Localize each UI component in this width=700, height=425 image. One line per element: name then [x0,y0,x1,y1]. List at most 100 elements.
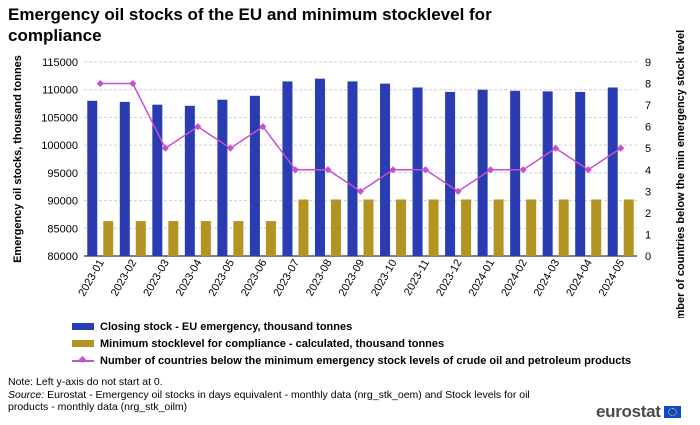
line-point-marker [519,166,527,174]
bar-minimum-stocklevel [396,199,407,256]
line-countries-below [100,82,622,193]
y-left-tick-label: 80000 [47,251,78,263]
x-tick-label: 2023-08 [304,258,335,299]
bar-closing-stock [607,87,618,256]
x-tick-label: 2024-04 [564,258,595,299]
bar-minimum-stocklevel [558,199,569,256]
bar-closing-stock [152,104,163,257]
y-left-tick-label: 110000 [42,85,78,97]
y-right-tick-label: 9 [645,57,651,69]
x-tick-label: 2024-02 [499,258,530,299]
x-tick-label: 2023-05 [206,258,237,299]
bar-minimum-stocklevel [298,199,309,256]
line-point-marker [584,166,592,174]
x-tick-label: 2023-01 [76,258,107,299]
line-point-marker [487,166,495,174]
x-tick-label: 2024-05 [597,258,628,299]
bar-minimum-stocklevel [103,221,114,256]
x-tick-label: 2023-12 [434,258,465,299]
chart-area: 8000085000900009500010000010500011000011… [12,30,687,318]
bar-minimum-stocklevel [623,199,634,256]
y-right-tick-label: 1 [645,229,651,241]
grid-lines [84,61,637,257]
y-right-tick-label: 8 [645,79,651,91]
source-text: Source: Eurostat - Emergency oil stocks … [8,389,568,414]
line-point-marker [389,166,397,174]
bar-minimum-stocklevel [526,199,537,256]
x-tick-label: 2023-11 [402,258,432,298]
x-tick-label: 2023-04 [174,258,205,299]
bar-closing-stock [87,100,98,256]
legend-swatch-blue [72,323,94,330]
x-tick-label: 2023-10 [369,258,400,299]
y-axis-right-label: Number of countries below the min emerge… [675,30,687,318]
x-tick-label: 2023-07 [271,258,302,299]
bar-closing-stock [184,105,195,256]
bar-closing-stock [380,83,391,256]
bar-minimum-stocklevel [168,221,179,256]
y-right-tick-label: 0 [645,251,651,263]
legend-label: Number of countries below the minimum em… [100,354,632,367]
legend-item-minimum-stocklevel[interactable]: Minimum stocklevel for compliance - calc… [72,335,631,352]
line-point-marker [324,166,332,174]
bar-closing-stock [282,81,293,257]
chart-title: Emergency oil stocks of the EU and minim… [8,5,492,45]
bar-closing-stock [217,99,228,256]
bar-closing-stock [249,95,260,256]
line-point-marker [356,187,365,195]
bar-closing-stock [412,87,423,256]
x-tick-label: 2023-03 [141,258,172,299]
bar-minimum-stocklevel [363,199,374,256]
source-body: Eurostat - Emergency oil stocks in days … [8,388,530,414]
bar-closing-stock [510,90,521,256]
line-point-marker [194,123,202,131]
line-point-marker [226,144,234,152]
note-text: Note: Left y-axis do not start at 0. [8,376,163,388]
y-right-tick-label: 5 [645,143,651,155]
eu-flag-icon [663,406,681,418]
line-point-marker [259,123,267,131]
bar-minimum-stocklevel [461,199,472,256]
line-point-marker [617,144,625,152]
bar-closing-stock [477,89,488,256]
line-point-marker [552,144,560,152]
bar-closing-stock [314,78,325,256]
y-left-tick-label: 85000 [47,223,78,235]
x-tick-label: 2024-01 [467,258,498,299]
y-left-tick-label: 100000 [41,140,78,152]
line-point-marker [454,187,462,195]
line-point-marker [422,166,430,174]
source-label: Source: [8,388,45,401]
y-left-tick-label: 90000 [47,196,78,208]
legend-swatch-line-diamond [72,356,94,365]
line-point-marker [129,80,137,88]
y-right-tick-label: 4 [645,165,651,177]
bar-minimum-stocklevel [330,199,341,256]
bar-minimum-stocklevel [428,199,439,256]
line-point-marker [291,166,299,174]
legend-swatch-gold [72,340,94,347]
x-tick-label: 2023-06 [239,258,270,299]
bar-closing-stock [542,91,553,257]
legend-item-countries-below[interactable]: Number of countries below the minimum em… [72,352,631,369]
y-right-tick-label: 3 [645,186,651,198]
bar-minimum-stocklevel [265,221,276,256]
bar-minimum-stocklevel [233,221,244,256]
bar-minimum-stocklevel [135,221,146,256]
legend-item-closing-stock[interactable]: Closing stock - EU emergency, thousand t… [72,318,631,335]
y-right-tick-label: 6 [645,122,651,134]
bar-minimum-stocklevel [200,221,211,256]
y-left-tick-label: 105000 [41,112,78,124]
eurostat-logo: eurostat [596,402,681,422]
notes: Note: Left y-axis do not start at 0. Sou… [8,376,568,414]
x-tick-label: 2024-03 [532,258,563,299]
line-point-marker [161,144,169,152]
line-point-marker [96,80,104,88]
bar-minimum-stocklevel [591,199,602,256]
y-left-tick-label: 115000 [42,57,78,69]
bar-minimum-stocklevel [493,199,504,256]
x-tick-label: 2023-09 [337,258,368,299]
line-series [96,80,625,195]
y-left-tick-label: 95000 [47,168,78,180]
y-right-tick-label: 2 [645,208,651,220]
